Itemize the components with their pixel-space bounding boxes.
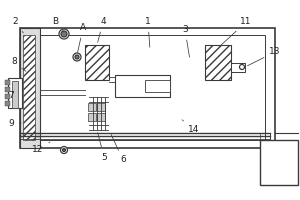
- Bar: [20, 28, 275, 148]
- Bar: [97, 113, 105, 121]
- Circle shape: [75, 55, 79, 59]
- Bar: [5, 94, 10, 99]
- Bar: [231, 63, 245, 72]
- Circle shape: [239, 64, 244, 70]
- Bar: [23, 35, 35, 140]
- Bar: [205, 45, 231, 80]
- Text: A: A: [78, 23, 86, 52]
- Circle shape: [61, 146, 68, 154]
- Text: 4: 4: [98, 18, 106, 42]
- Bar: [20, 28, 40, 148]
- Bar: [5, 101, 10, 106]
- Text: 9: 9: [8, 118, 21, 128]
- Bar: [145, 80, 170, 92]
- Text: 3: 3: [182, 25, 190, 57]
- Circle shape: [61, 31, 67, 37]
- Bar: [115, 75, 170, 97]
- Text: 11: 11: [220, 18, 252, 46]
- Text: B: B: [52, 18, 64, 32]
- Text: 12: 12: [32, 142, 50, 154]
- Bar: [8, 78, 22, 108]
- Circle shape: [62, 148, 65, 152]
- Bar: [30, 35, 265, 140]
- Circle shape: [59, 29, 69, 39]
- Bar: [88, 103, 96, 111]
- Bar: [5, 87, 10, 92]
- Text: 2: 2: [12, 18, 23, 33]
- Bar: [5, 80, 10, 85]
- Bar: [85, 45, 109, 80]
- Bar: [260, 140, 298, 185]
- Bar: [12, 81, 18, 108]
- Circle shape: [73, 53, 81, 61]
- Text: 6: 6: [111, 135, 126, 164]
- Text: 13: 13: [248, 47, 281, 66]
- Text: 5: 5: [98, 133, 107, 162]
- Text: 14: 14: [182, 120, 200, 134]
- Text: 7: 7: [8, 90, 14, 99]
- Bar: [97, 103, 105, 111]
- Bar: [88, 113, 96, 121]
- Text: 1: 1: [145, 18, 151, 47]
- Text: 8: 8: [11, 58, 26, 71]
